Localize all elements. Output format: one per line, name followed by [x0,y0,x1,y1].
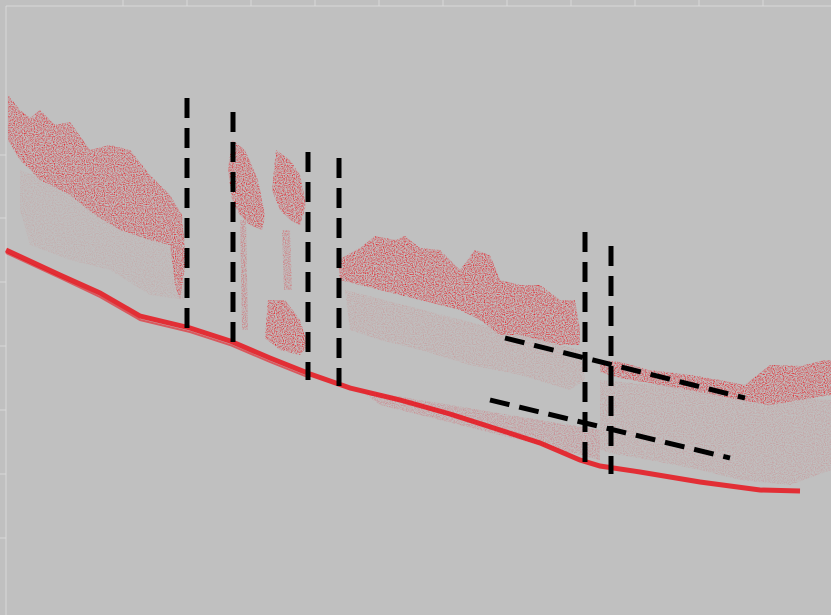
slanted-marker-lower [489,397,731,461]
slanted-marker-upper [504,335,746,401]
tree-cluster-right [338,236,580,345]
tree-cluster-far-right [600,360,831,405]
tree-cluster-left [8,95,186,300]
marker-lines [184,98,746,474]
tree-cluster-middle [228,140,265,230]
point-cloud [8,95,831,485]
